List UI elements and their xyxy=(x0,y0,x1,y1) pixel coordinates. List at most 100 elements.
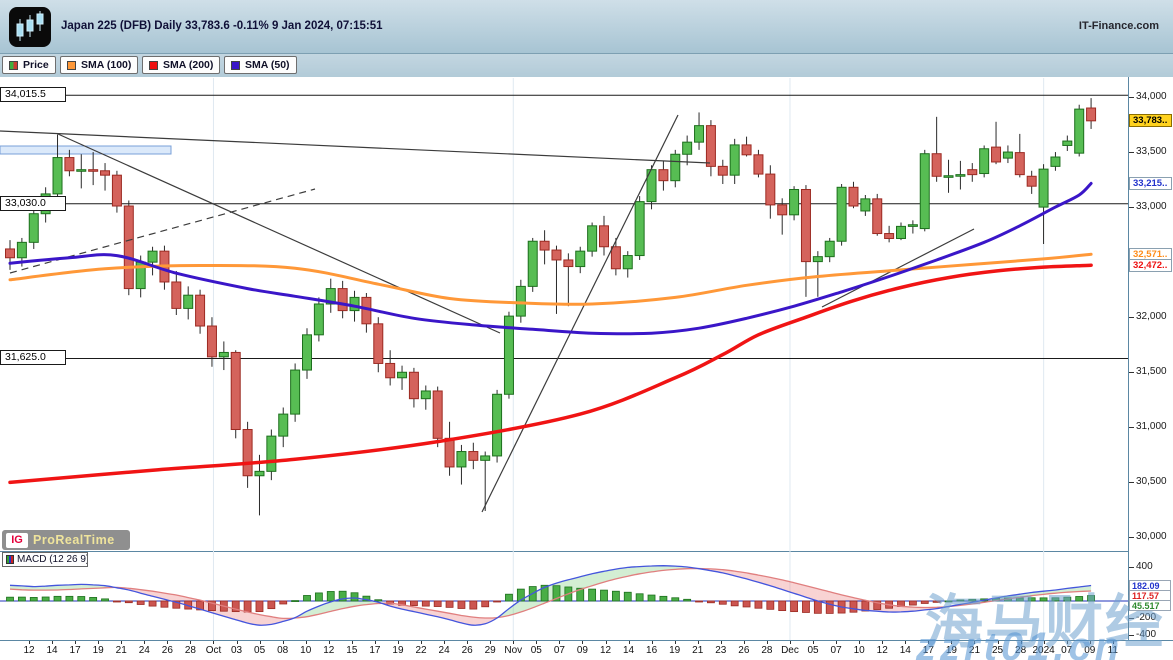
legend-tab-sma-50-[interactable]: SMA (50) xyxy=(224,56,297,74)
time-tick-label: 09 xyxy=(576,645,588,656)
time-tick-mark xyxy=(582,641,584,644)
legend-color-chip-icon xyxy=(231,60,240,70)
time-tick-label: 28 xyxy=(761,645,773,656)
legend-tab-sma-100-[interactable]: SMA (100) xyxy=(60,56,139,74)
prorealtime-badge: IG ProRealTime xyxy=(2,530,130,550)
time-tick-mark xyxy=(29,641,30,644)
time-tick-mark xyxy=(651,641,653,644)
time-tick-label: 22 xyxy=(415,645,427,656)
time-tick-label: 16 xyxy=(646,645,658,656)
month-gridlines xyxy=(212,78,1045,640)
time-tick-label: 05 xyxy=(807,645,819,656)
time-axis[interactable]: 12 14 17 19 21 24 26 28 Oct 03 05 08 10 12 15 17 19 22 24 2… xyxy=(0,640,1173,660)
level-label: 31,625.0 xyxy=(0,350,66,366)
time-tick-mark xyxy=(974,641,976,644)
time-tick-label: 15 xyxy=(346,645,358,656)
time-tick-mark xyxy=(697,641,699,644)
time-tick-label: 21 xyxy=(115,645,127,656)
time-tick-label: 07 xyxy=(1061,645,1073,656)
time-tick-mark xyxy=(813,641,815,644)
provider-brand: IT-Finance.com xyxy=(1078,20,1159,32)
macd-tick-label: 400 xyxy=(1136,561,1153,572)
time-tick-mark xyxy=(743,641,745,644)
time-tick-label: 24 xyxy=(438,645,450,656)
time-tick-label: Nov xyxy=(504,645,523,656)
macd-value-badge: 45.517 xyxy=(1129,600,1171,611)
time-tick-mark xyxy=(144,641,146,644)
price-tick-label: 33,000 xyxy=(1136,201,1167,213)
time-tick-label: 19 xyxy=(392,645,404,656)
time-tick-label: 26 xyxy=(738,645,750,656)
price-tick-label: 30,000 xyxy=(1136,531,1167,543)
legend-tab-sma-200-[interactable]: SMA (200) xyxy=(142,56,221,74)
time-tick-label: 05 xyxy=(530,645,542,656)
price-axis[interactable]: 34,000 33,500 33,000 32,000 31,500 31,000 30,5… xyxy=(1128,77,1173,660)
price-tick-label: 30,500 xyxy=(1136,476,1167,488)
time-tick-mark xyxy=(628,641,630,644)
price-badge: 33,215.. xyxy=(1129,176,1172,190)
time-tick-label: 26 xyxy=(161,645,173,656)
time-tick-label: 05 xyxy=(254,645,266,656)
time-tick-mark xyxy=(467,641,469,644)
time-tick-label: 12 xyxy=(599,645,612,656)
macd-indicator-tab[interactable]: MACD (12 26 9) xyxy=(2,552,88,567)
time-tick-mark xyxy=(282,641,284,644)
price-tick-mark xyxy=(1129,372,1134,374)
time-tick-mark xyxy=(75,641,77,644)
time-tick-mark xyxy=(328,641,330,644)
macd-tick-mark xyxy=(1129,618,1134,619)
price-tick-mark xyxy=(1129,427,1134,429)
macd-tick-label: -200 xyxy=(1136,612,1157,623)
watermark-url: zzrt01.cn xyxy=(916,625,1124,660)
time-tick-mark xyxy=(213,641,215,644)
trendlines-layer xyxy=(0,114,975,513)
time-tick-label: 26 xyxy=(461,645,473,656)
time-tick-label: 17 xyxy=(369,645,381,656)
time-tick-mark xyxy=(605,641,607,644)
time-tick-label: 09 xyxy=(1084,645,1096,656)
macd-color-chip-icon xyxy=(6,555,14,564)
legend-color-chip-icon xyxy=(149,60,158,70)
highlight-band xyxy=(0,145,172,155)
time-tick-mark xyxy=(397,641,399,644)
time-tick-label: 19 xyxy=(92,645,104,656)
time-tick-label: 19 xyxy=(669,645,681,656)
chart-area[interactable]: 34,000 33,500 33,000 32,000 31,500 31,000 30,5… xyxy=(0,77,1173,660)
time-tick-mark xyxy=(421,641,423,644)
time-tick-label: 28 xyxy=(184,645,196,656)
time-tick-label: 10 xyxy=(853,645,865,656)
level-lines xyxy=(0,94,1128,359)
time-tick-label: 28 xyxy=(1015,645,1027,656)
time-tick-mark xyxy=(559,641,561,644)
watermark-cjk: 海马财经 xyxy=(925,590,1166,655)
time-tick-label: 10 xyxy=(300,645,312,656)
time-tick-label: 12 xyxy=(23,645,35,656)
price-and-macd-plot[interactable] xyxy=(0,77,1173,660)
legend-tab-label: SMA (50) xyxy=(245,59,290,71)
time-tick-mark xyxy=(167,641,169,644)
macd-tick-mark xyxy=(1129,635,1134,636)
time-tick-label: 17 xyxy=(922,645,934,656)
price-tick-mark xyxy=(1129,317,1134,319)
title-bar: Japan 225 (DFB) Daily 33,783.6 -0.11% 9 … xyxy=(0,0,1173,54)
chart-title: Japan 225 (DFB) Daily 33,783.6 -0.11% 9 … xyxy=(61,20,383,32)
time-tick-label: Dec xyxy=(781,645,799,656)
legend-tab-label: SMA (200) xyxy=(163,59,214,71)
price-tick-mark xyxy=(1129,482,1134,484)
legend-color-chip-icon xyxy=(67,60,76,70)
legend-tab-price[interactable]: Price xyxy=(2,56,56,74)
time-tick-mark xyxy=(789,641,791,644)
ig-logo: IG xyxy=(6,532,28,548)
time-tick-mark xyxy=(351,641,353,644)
price-tick-mark xyxy=(1129,97,1134,98)
macd-layer xyxy=(0,565,1128,626)
time-tick-mark xyxy=(1043,641,1045,644)
price-tick-mark xyxy=(1129,152,1134,154)
candlestick-logo-icon xyxy=(9,7,51,47)
price-tick-mark xyxy=(1129,207,1134,209)
price-badge: 33,783.. xyxy=(1129,114,1172,128)
time-tick-label: 2024 xyxy=(1032,645,1055,656)
legend-tab-label: SMA (100) xyxy=(81,59,132,71)
time-tick-mark xyxy=(121,641,123,644)
